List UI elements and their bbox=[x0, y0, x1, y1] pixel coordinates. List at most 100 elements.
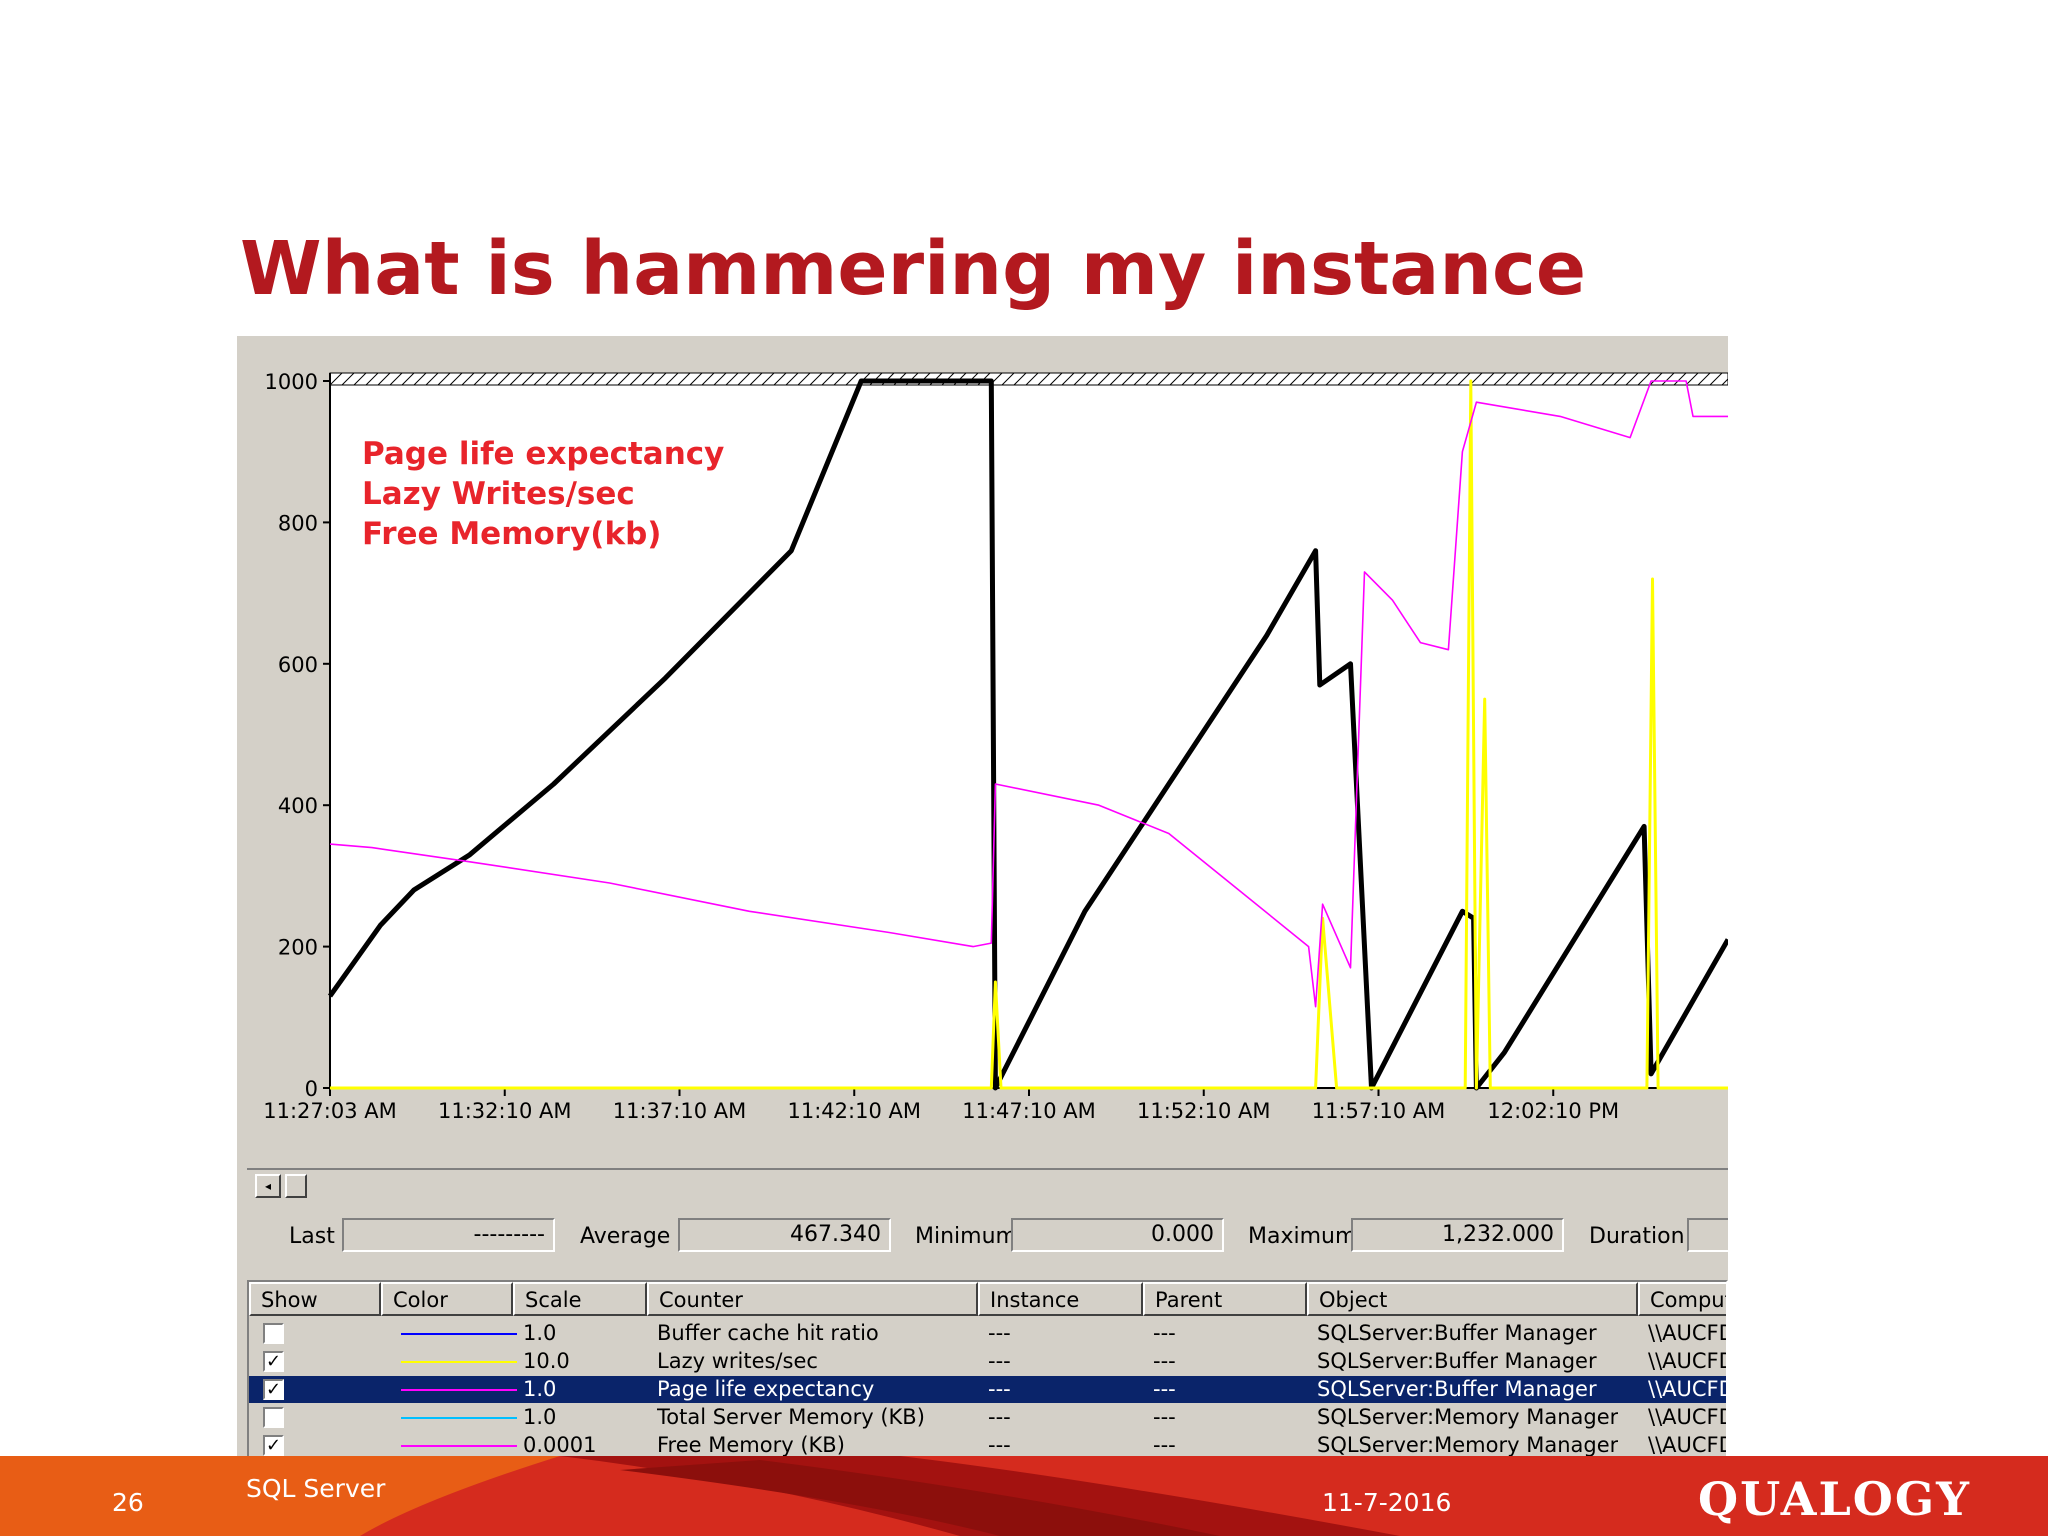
hatch-line bbox=[1541, 372, 1555, 386]
x-axis: 11:27:03 AM 11:32:10 AM 11:37:10 AM 11:42:1… bbox=[263, 1088, 1619, 1123]
hatch-line bbox=[461, 372, 475, 386]
hatch-line bbox=[365, 372, 379, 386]
hatch-line bbox=[665, 372, 679, 386]
show-checkbox[interactable]: ✓ bbox=[263, 1351, 284, 1372]
column-header-computer[interactable]: Comput bbox=[1638, 1282, 1726, 1316]
hatch-line bbox=[1337, 372, 1351, 386]
hatch-line bbox=[533, 372, 547, 386]
table-row[interactable]: ✓ 1.0 Page life expectancy --- --- SQLServer:… bbox=[249, 1376, 1726, 1403]
hatch-line bbox=[1385, 372, 1399, 386]
hatch-line bbox=[1529, 372, 1543, 386]
x-tick-label: 11:27:03 AM bbox=[263, 1099, 396, 1123]
page-number: 26 bbox=[112, 1488, 144, 1517]
hatch-line bbox=[1325, 372, 1339, 386]
counter-list[interactable]: Show Color Scale Counter Instance Parent… bbox=[247, 1280, 1728, 1466]
hatch-line bbox=[1697, 372, 1711, 386]
column-header-color[interactable]: Color bbox=[381, 1282, 513, 1316]
table-row[interactable]: ✓ 0.0001 Free Memory (KB) --- --- SQLServer:M… bbox=[249, 1432, 1726, 1459]
row-parent: --- bbox=[1153, 1377, 1176, 1401]
row-computer: \\AUCFD bbox=[1648, 1321, 1728, 1345]
hatch-line bbox=[1457, 372, 1471, 386]
footer-section: SQL Server bbox=[246, 1474, 386, 1503]
scroll-left-button[interactable]: ◂ bbox=[255, 1174, 281, 1198]
hatch-line bbox=[1625, 372, 1639, 386]
table-row[interactable]: 1.0 Total Server Memory (KB) --- --- SQLServ… bbox=[249, 1404, 1726, 1431]
row-instance: --- bbox=[988, 1321, 1011, 1345]
column-header-object[interactable]: Object bbox=[1307, 1282, 1638, 1316]
y-tick-label: 1000 bbox=[265, 370, 318, 394]
hatch-line bbox=[1061, 372, 1075, 386]
hatch-line bbox=[749, 372, 763, 386]
graph-annotation: Lazy Writes/sec bbox=[362, 476, 635, 512]
x-tick-label: 12:02:10 PM bbox=[1487, 1099, 1619, 1123]
graph-annotations: Page life expectancy Lazy Writes/sec Free … bbox=[362, 436, 724, 552]
slide-title: What is hammering my instance bbox=[240, 226, 1587, 312]
hatch-line bbox=[1181, 372, 1195, 386]
hatch-line bbox=[617, 372, 631, 386]
hatch-line bbox=[1553, 372, 1567, 386]
row-scale: 1.0 bbox=[523, 1377, 557, 1401]
hatch-line bbox=[773, 372, 787, 386]
show-checkbox[interactable]: ✓ bbox=[263, 1379, 284, 1400]
show-checkbox[interactable]: ✓ bbox=[263, 1435, 284, 1456]
hatch-line bbox=[1649, 372, 1663, 386]
performance-graph: 1000 800 600 400 200 0 11:27:03 AM 11:32:10 AM… bbox=[263, 370, 1728, 1123]
row-scale: 1.0 bbox=[523, 1321, 557, 1345]
column-header-scale[interactable]: Scale bbox=[513, 1282, 647, 1316]
hatch-line bbox=[821, 372, 835, 386]
average-value: 467.340 bbox=[678, 1218, 891, 1252]
hatch-line bbox=[341, 372, 355, 386]
last-value: --------- bbox=[342, 1218, 555, 1252]
column-header-counter[interactable]: Counter bbox=[647, 1282, 978, 1316]
hatch-line bbox=[785, 372, 799, 386]
hatch-line bbox=[1709, 372, 1723, 386]
statistics-bar: Last --------- Average 467.340 Minimum 0… bbox=[237, 1212, 1728, 1262]
row-scale: 1.0 bbox=[523, 1405, 557, 1429]
duration-label: Duration bbox=[1589, 1224, 1685, 1249]
hatch-line bbox=[725, 372, 739, 386]
series-line-free-memory-kb bbox=[329, 380, 1728, 1008]
hatch-line bbox=[797, 372, 811, 386]
hatch-line bbox=[1445, 372, 1459, 386]
table-row[interactable]: 1.0 Buffer cache hit ratio --- --- SQLServer… bbox=[249, 1320, 1728, 1347]
color-swatch bbox=[401, 1333, 517, 1335]
time-scrollbar[interactable]: ◂ bbox=[247, 1168, 1728, 1198]
hatch-line bbox=[1145, 372, 1159, 386]
hatch-line bbox=[1121, 372, 1135, 386]
color-swatch bbox=[401, 1445, 517, 1447]
column-header-show[interactable]: Show bbox=[249, 1282, 381, 1316]
hatch-line bbox=[713, 372, 727, 386]
show-checkbox[interactable] bbox=[263, 1323, 284, 1344]
hatch-line bbox=[593, 372, 607, 386]
x-tick-label: 11:57:10 AM bbox=[1312, 1099, 1445, 1123]
hatch-line bbox=[1313, 372, 1327, 386]
row-object: SQLServer:Buffer Manager bbox=[1317, 1377, 1597, 1401]
hatch-line bbox=[1301, 372, 1315, 386]
hatch-line bbox=[689, 372, 703, 386]
hatch-line bbox=[1073, 372, 1087, 386]
row-counter: Page life expectancy bbox=[657, 1377, 875, 1401]
column-header-instance[interactable]: Instance bbox=[978, 1282, 1143, 1316]
row-instance: --- bbox=[988, 1349, 1011, 1373]
hatch-line bbox=[1601, 372, 1615, 386]
y-tick-label: 200 bbox=[278, 936, 318, 960]
hatch-line bbox=[1685, 372, 1699, 386]
show-checkbox[interactable] bbox=[263, 1407, 284, 1428]
hatch-line bbox=[1169, 372, 1183, 386]
series-line-lazy-writes-sec bbox=[330, 379, 1728, 1090]
hatch-line bbox=[1133, 372, 1147, 386]
hatch-line bbox=[1217, 372, 1231, 386]
hatch-line bbox=[1421, 372, 1435, 386]
hatch-line bbox=[1229, 372, 1243, 386]
hatch-line bbox=[1661, 372, 1675, 386]
hatch-line bbox=[389, 372, 403, 386]
x-tick-label: 11:47:10 AM bbox=[962, 1099, 1095, 1123]
table-row[interactable]: ✓ 10.0 Lazy writes/sec --- --- SQLServer:Buff… bbox=[249, 1348, 1726, 1375]
row-counter: Free Memory (KB) bbox=[657, 1433, 845, 1457]
hatch-line bbox=[845, 372, 859, 386]
scroll-thumb[interactable] bbox=[285, 1174, 307, 1198]
column-header-parent[interactable]: Parent bbox=[1143, 1282, 1307, 1316]
average-label: Average bbox=[580, 1224, 671, 1249]
qualogy-logo: QUALOGY bbox=[1698, 1472, 1971, 1526]
maximum-value: 1,232.000 bbox=[1351, 1218, 1564, 1252]
